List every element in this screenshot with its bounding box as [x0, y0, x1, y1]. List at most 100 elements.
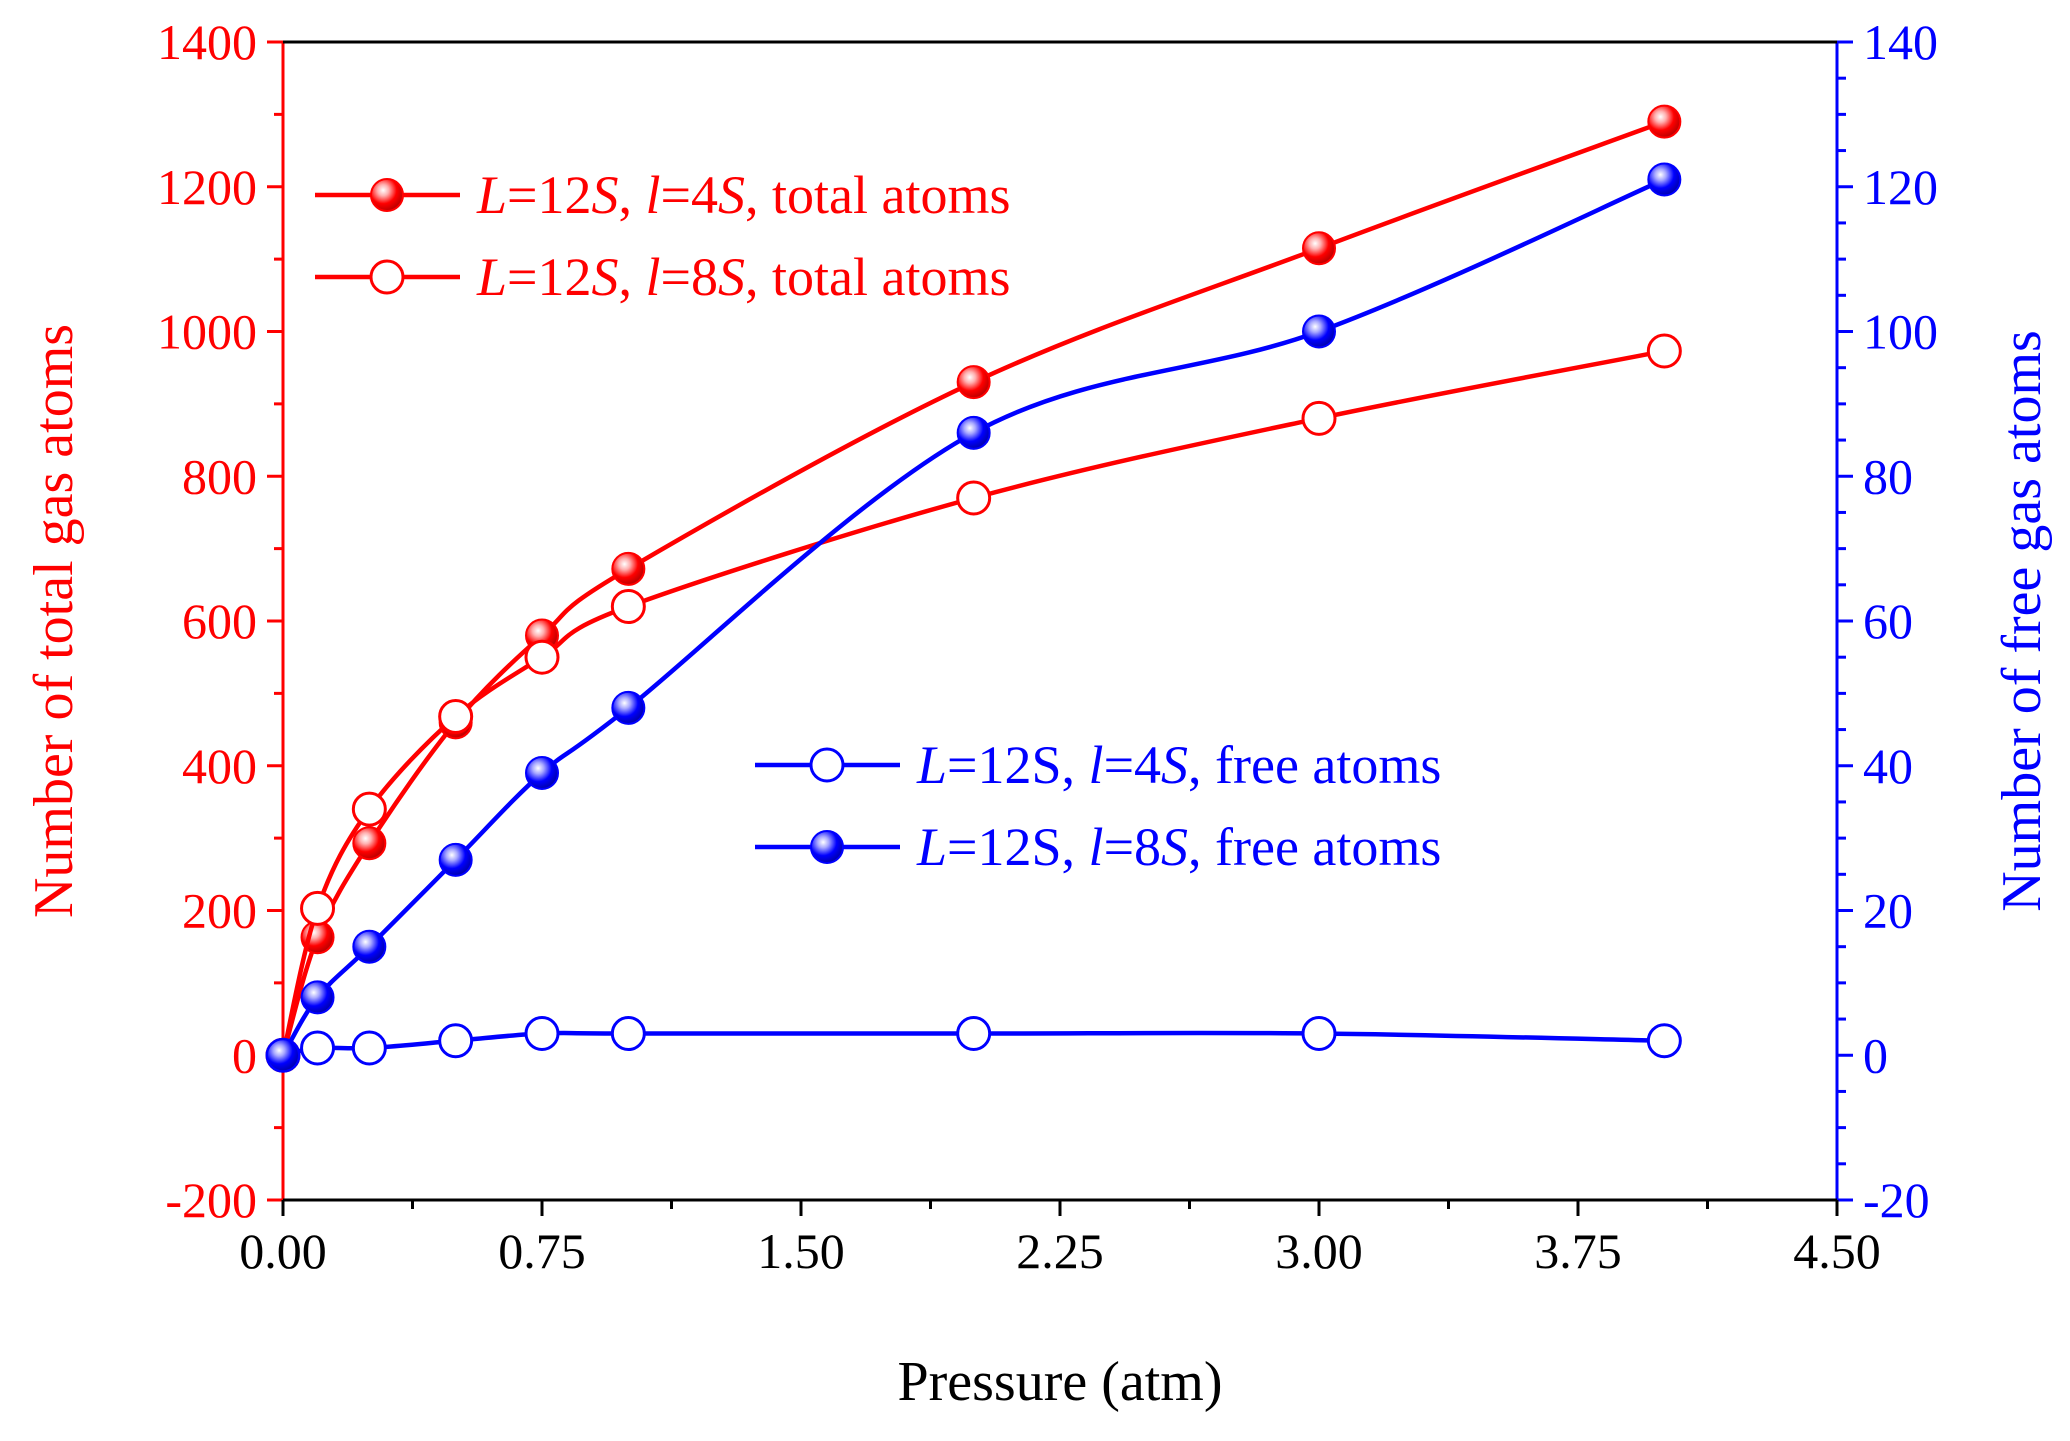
legend-label-part: L	[916, 817, 947, 877]
legend-label-part: L	[916, 735, 947, 795]
series-3-point	[351, 1030, 387, 1066]
right-tick-label: 40	[1863, 738, 1913, 794]
axes: -2000200400600800100012001400-2002040608…	[157, 14, 1938, 1279]
legend-label-part: S	[1161, 735, 1188, 795]
series-4-point	[266, 1038, 300, 1073]
x-tick-label: 3.00	[1275, 1223, 1363, 1279]
left-tick-label: 400	[182, 738, 257, 794]
right-tick-label: 20	[1863, 883, 1913, 939]
legend-label-part: , total atoms	[745, 247, 1010, 307]
legend-label-part: =12	[507, 165, 591, 225]
right-tick-label: 100	[1863, 304, 1938, 360]
legend-label-part: S	[1161, 817, 1188, 877]
left-tick-label: 200	[182, 883, 257, 939]
legend-label-part: ,	[1062, 817, 1089, 877]
x-axis-title: Pressure (atm)	[897, 1351, 1222, 1413]
legend-marker	[370, 178, 404, 212]
series-4-point	[300, 980, 335, 1015]
series-1-point	[611, 551, 646, 586]
left-tick-label: 0	[232, 1027, 257, 1083]
series-4	[266, 162, 1682, 1073]
legend-marker	[369, 259, 405, 295]
legend-marker	[809, 747, 845, 783]
x-tick-label: 4.50	[1793, 1223, 1881, 1279]
x-tick-label: 0.75	[498, 1223, 586, 1279]
series-4-point	[1302, 314, 1336, 349]
legend-label: L=12S, l=8S, free atoms	[916, 817, 1441, 877]
legend-label-part: ,	[1062, 735, 1089, 795]
legend-entry: L=12S, l=4S, total atoms	[315, 165, 1010, 225]
left-tick-label: 1200	[157, 159, 257, 215]
x-tick-label: 3.75	[1534, 1223, 1622, 1279]
series-2-point	[438, 699, 474, 735]
series-4-line	[281, 177, 1666, 1057]
left-tick-label: -200	[165, 1172, 257, 1228]
series-2-line	[280, 348, 1665, 1056]
legend-label-part: l	[1089, 817, 1104, 877]
left-tick-label: 800	[182, 448, 257, 504]
right-tick-label: 0	[1863, 1027, 1888, 1083]
legend-label-part: =12S	[947, 735, 1062, 795]
series-3-point	[956, 1016, 992, 1052]
legend-label-part: , free atoms	[1188, 735, 1441, 795]
series-2-point	[956, 480, 992, 516]
series-1-point	[1647, 104, 1682, 139]
series-1-point	[956, 365, 991, 400]
series-2-point	[1646, 333, 1682, 369]
legend-label-part: L	[476, 165, 507, 225]
x-tick-label: 0.00	[239, 1223, 327, 1279]
legend-label-part: =12	[507, 247, 591, 307]
legend-label-part: =8	[1104, 817, 1161, 877]
series-2-point	[1301, 400, 1337, 436]
series-4-point	[1647, 162, 1682, 197]
left-tick-label: 1400	[157, 14, 257, 70]
series-4-point	[956, 415, 991, 450]
series-3	[265, 1016, 1682, 1073]
legend-label-part: , free atoms	[1188, 817, 1441, 877]
left-tick-label: 600	[182, 593, 257, 649]
series-1-point	[352, 826, 387, 861]
legend-entry: L=12S, l=8S, free atoms	[755, 817, 1441, 877]
series-3-point	[524, 1016, 560, 1052]
legend-label: L=12S, l=4S, free atoms	[916, 735, 1441, 795]
legend-label-part: =8	[661, 247, 718, 307]
legend-entry: L=12S, l=8S, total atoms	[315, 247, 1010, 307]
series-3-point	[1646, 1023, 1682, 1059]
legend-label-part: l	[646, 165, 661, 225]
legend-label-part: S	[718, 165, 745, 225]
legend-label-part: , total atoms	[745, 165, 1010, 225]
series-4-point	[352, 929, 387, 964]
legend-label-part: l	[1089, 735, 1104, 795]
series-2-point	[524, 639, 560, 675]
legend-label-part: S	[592, 165, 619, 225]
legend-entry: L=12S, l=4S, free atoms	[755, 735, 1441, 795]
right-tick-label: 60	[1863, 593, 1913, 649]
legend-label-part: =12S	[947, 817, 1062, 877]
legend-label-part: l	[646, 247, 661, 307]
series-4-point	[525, 755, 559, 790]
legend-label-part: =4	[661, 165, 718, 225]
legend-label-part: L	[476, 247, 507, 307]
series-2-point	[610, 589, 646, 625]
legend-label: L=12S, l=8S, total atoms	[476, 247, 1010, 307]
left-axis-title: Number of total gas atoms	[23, 324, 85, 918]
series-layer	[265, 104, 1682, 1073]
legend-label-part: =4	[1104, 735, 1161, 795]
series-1-point	[1302, 231, 1336, 266]
series-3-point	[1301, 1016, 1337, 1052]
right-tick-label: 120	[1863, 159, 1938, 215]
series-4-point	[611, 690, 646, 725]
series-2-point	[351, 791, 387, 827]
series-3-point	[438, 1023, 474, 1059]
x-tick-label: 1.50	[757, 1223, 845, 1279]
legend-label-part: ,	[619, 165, 646, 225]
x-tick-label: 2.25	[1016, 1223, 1104, 1279]
series-4-point	[438, 842, 473, 877]
left-tick-label: 1000	[157, 304, 257, 360]
right-tick-label: 140	[1863, 14, 1938, 70]
series-2-point	[300, 890, 336, 926]
legend-label-part: ,	[619, 247, 646, 307]
